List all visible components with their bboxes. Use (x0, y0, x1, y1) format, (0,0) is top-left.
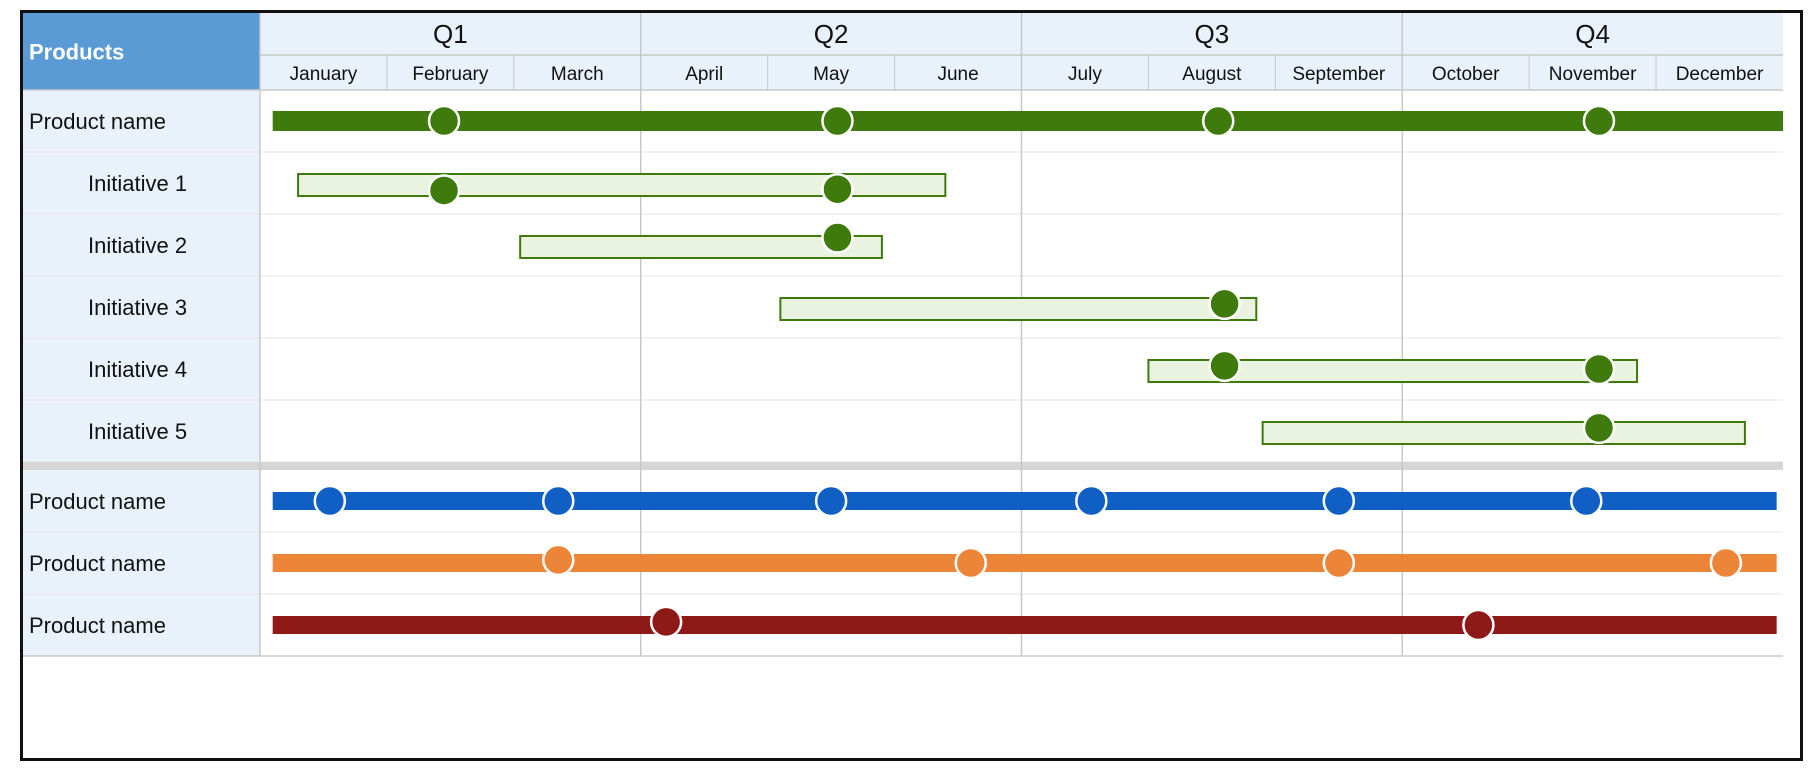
roadmap-row[interactable]: Product name (29, 484, 1777, 518)
month-label-december: December (1676, 64, 1764, 85)
month-label-july: July (1068, 64, 1102, 85)
products-header-cell (23, 13, 260, 90)
milestone-marker[interactable] (1201, 104, 1235, 138)
products-header-label: Products (29, 40, 124, 65)
milestone-marker[interactable] (1075, 484, 1108, 518)
product-bar[interactable] (272, 492, 1777, 510)
roadmap-row[interactable]: Product name (29, 543, 1777, 580)
row-label: Initiative 5 (88, 419, 187, 444)
row-label: Product name (29, 613, 166, 638)
roadmap-row[interactable]: Product name (29, 104, 1783, 138)
roadmap-frame: Products Q1 Q2 Q3 Q4 January February March Apri… (20, 10, 1803, 761)
milestone-marker[interactable] (1462, 608, 1495, 642)
month-label-march: March (551, 64, 604, 85)
row-label: Product name (29, 109, 166, 134)
milestone-marker[interactable] (814, 484, 848, 518)
product-bar[interactable] (272, 616, 1777, 634)
milestone-marker[interactable] (1570, 484, 1603, 518)
roadmap-row[interactable]: Initiative 3 (88, 287, 1258, 321)
row-label: Initiative 2 (88, 233, 187, 258)
milestone-marker[interactable] (1582, 411, 1616, 445)
roadmap-row[interactable]: Initiative 2 (88, 221, 883, 259)
milestone-marker[interactable] (1322, 484, 1356, 518)
product-bar[interactable] (272, 111, 1783, 131)
milestone-marker[interactable] (821, 104, 854, 138)
milestone-marker[interactable] (954, 546, 987, 580)
month-label-june: June (937, 64, 978, 85)
roadmap-chart: Products Q1 Q2 Q3 Q4 January February March Apri… (23, 13, 1783, 657)
roadmap-row[interactable]: Product name (29, 605, 1777, 642)
roadmap-row[interactable]: Initiative 5 (88, 411, 1746, 445)
quarter-label-q4: Q4 (1575, 19, 1610, 49)
month-label-october: October (1432, 64, 1500, 85)
month-label-november: November (1549, 64, 1637, 85)
product-bar[interactable] (272, 554, 1777, 572)
group-separator (23, 462, 1783, 470)
quarter-label-q1: Q1 (433, 19, 468, 49)
initiative-bar[interactable] (519, 235, 883, 259)
milestone-marker[interactable] (427, 104, 461, 138)
month-label-may: May (813, 64, 849, 85)
row-label: Product name (29, 489, 166, 514)
milestone-marker[interactable] (427, 174, 461, 207)
milestone-marker[interactable] (649, 605, 683, 639)
row-label: Product name (29, 551, 166, 576)
milestone-marker[interactable] (542, 543, 575, 577)
row-label: Initiative 3 (88, 295, 187, 320)
roadmap-row[interactable]: Initiative 1 (88, 171, 947, 207)
milestone-marker[interactable] (1582, 352, 1616, 386)
month-label-august: August (1182, 64, 1242, 85)
row-label: Initiative 4 (88, 357, 187, 382)
label-column (23, 90, 260, 656)
milestone-marker[interactable] (1208, 349, 1241, 383)
roadmap-row[interactable]: Initiative 4 (88, 349, 1639, 386)
month-label-april: April (685, 64, 723, 85)
milestone-marker[interactable] (1208, 287, 1241, 321)
initiative-bar[interactable] (1147, 359, 1639, 383)
milestone-marker[interactable] (821, 221, 854, 254)
month-label-february: February (412, 64, 489, 85)
milestone-marker[interactable] (1709, 546, 1743, 580)
initiative-bar[interactable] (779, 297, 1258, 321)
milestone-marker[interactable] (542, 484, 575, 518)
milestone-marker[interactable] (821, 172, 854, 206)
quarter-label-q2: Q2 (814, 19, 849, 49)
milestone-marker[interactable] (1322, 546, 1356, 580)
milestone-marker[interactable] (1582, 104, 1616, 138)
quarter-label-q3: Q3 (1195, 19, 1230, 49)
month-label-january: January (290, 64, 358, 85)
row-label: Initiative 1 (88, 171, 187, 196)
initiative-bar[interactable] (1261, 421, 1746, 445)
month-label-september: September (1292, 64, 1386, 85)
milestone-marker[interactable] (313, 484, 347, 518)
